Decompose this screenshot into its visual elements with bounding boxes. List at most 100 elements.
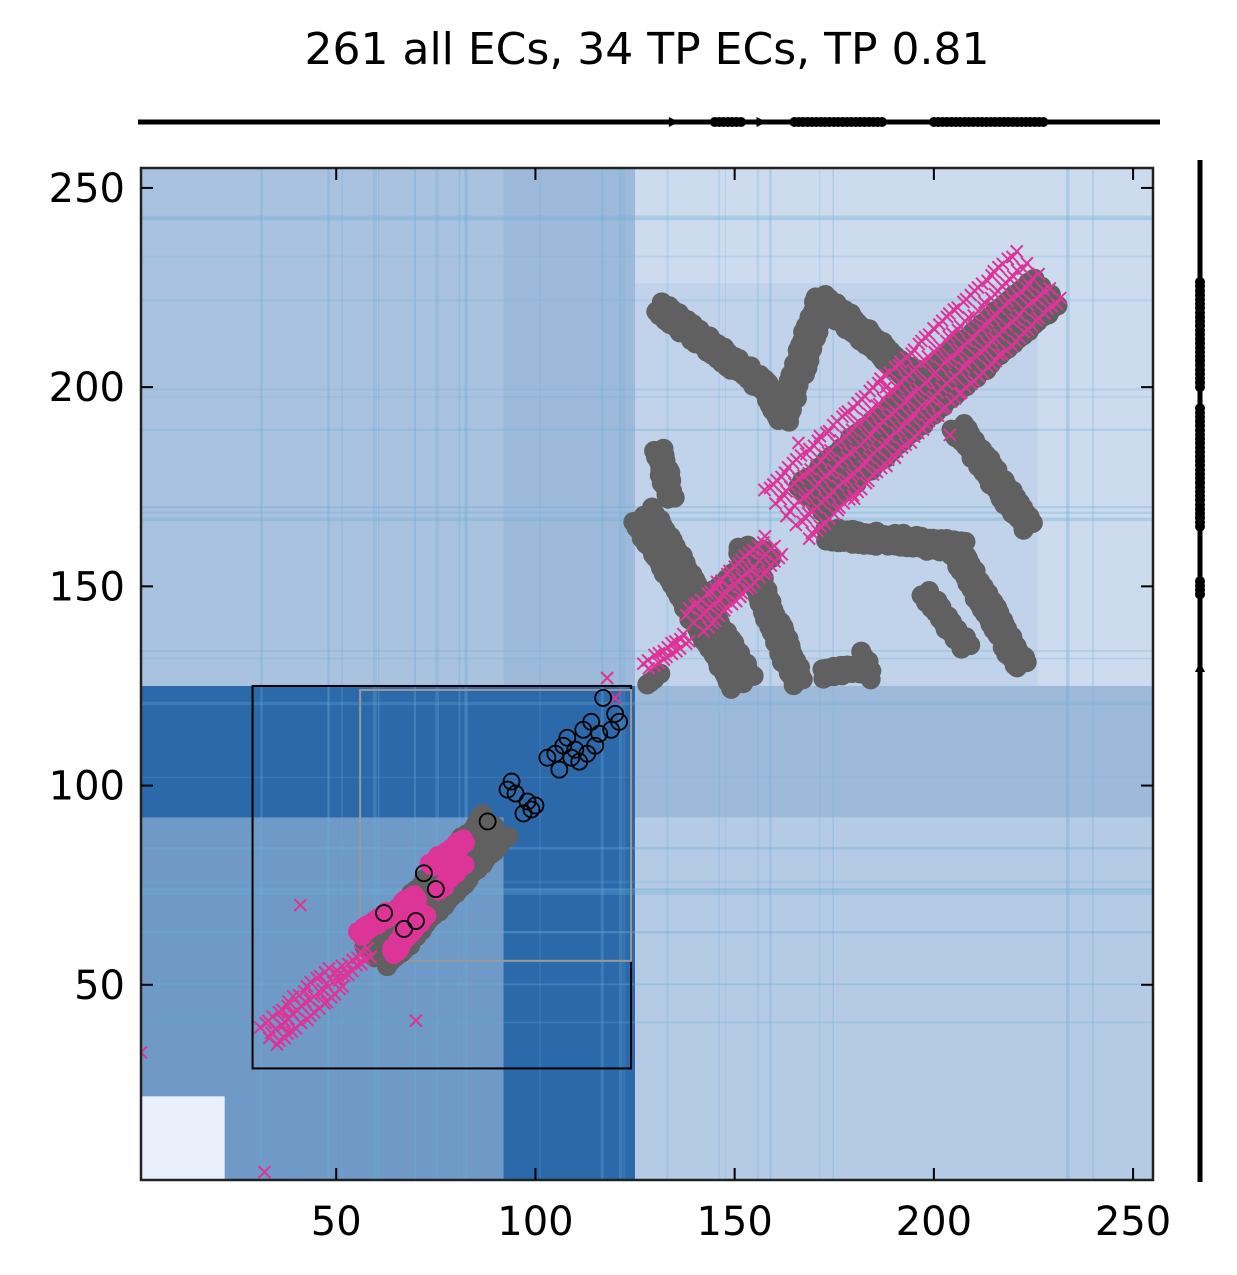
- background-stripe: [141, 215, 1153, 217]
- ec-marker-stroke: [951, 346, 965, 361]
- x-tick-label: 250: [1095, 1199, 1171, 1245]
- ec-marker-stroke: [847, 491, 861, 506]
- ec-marker: [945, 351, 959, 365]
- ec-marker: [141, 1045, 148, 1060]
- background-stripe: [378, 168, 380, 1180]
- ec-marker: [1006, 269, 1020, 283]
- ec-marker-stroke: [1020, 256, 1034, 270]
- ec-marker: [922, 327, 936, 342]
- ec-marker-stroke: [1053, 291, 1067, 305]
- ec-marker: [803, 462, 818, 477]
- ec-marker-stroke: [879, 380, 893, 394]
- ec-marker: [999, 318, 1014, 333]
- ec-marker-stroke: [710, 575, 724, 589]
- x-tick-label: 150: [696, 1199, 772, 1245]
- ec-marker: [664, 636, 679, 650]
- ec-marker-stroke: [280, 1026, 295, 1041]
- ec-marker-stroke: [871, 376, 886, 390]
- ec-tp-open-point: [426, 880, 445, 899]
- background-stripe: [141, 846, 1153, 850]
- ec-marker: [1019, 281, 1034, 295]
- ec-marker: [734, 586, 749, 600]
- ec-marker: [1031, 267, 1046, 281]
- ec-marker: [293, 898, 308, 912]
- ec-marker-stroke: [1010, 244, 1024, 259]
- background-block: [141, 1096, 225, 1180]
- ec-marker-stroke: [363, 950, 378, 964]
- ec-marker: [322, 961, 336, 976]
- background-stripe: [141, 388, 1153, 391]
- ec-marker: [897, 395, 912, 409]
- ec-marker-stroke: [1043, 281, 1057, 296]
- ec-marker-stroke: [608, 691, 622, 705]
- ec-marker: [951, 346, 965, 361]
- ec-marker: [303, 975, 318, 989]
- ec-marker-stroke: [664, 636, 679, 650]
- ec-marker-stroke: [1019, 281, 1034, 295]
- background-stripe: [622, 168, 626, 1180]
- ec-tp-point: [454, 854, 475, 875]
- ec-marker-stroke: [945, 351, 959, 365]
- ec-tp-open-point: [375, 904, 393, 922]
- ec-marker-stroke: [272, 1005, 286, 1019]
- right-secondary-structure-track: [1195, 160, 1205, 1182]
- background-stripe: [260, 168, 263, 1180]
- ec-marker: [1020, 256, 1034, 270]
- ec-marker: [706, 598, 721, 612]
- ec-marker-stroke: [803, 462, 818, 477]
- ec-marker: [710, 575, 724, 589]
- background-stripe: [141, 888, 1153, 891]
- ec-marker: [608, 691, 622, 705]
- ec-marker-stroke: [758, 529, 772, 544]
- ec-marker: [353, 945, 368, 959]
- ec-marker: [647, 648, 662, 662]
- ec-tp-open-point: [594, 689, 613, 707]
- ec-marker-stroke: [1025, 271, 1040, 286]
- ec-marker: [856, 458, 871, 473]
- ec-marker: [947, 302, 961, 317]
- ec-marker-stroke: [353, 945, 368, 959]
- background-stripe: [1092, 168, 1094, 1180]
- domain-boxes: [251, 684, 633, 1070]
- ec-marker-stroke: [992, 348, 1006, 362]
- top-track-dot: [736, 117, 747, 127]
- x-tick-label: 100: [497, 1199, 573, 1245]
- background-stripe: [141, 298, 1153, 302]
- ec-marker-stroke: [268, 1022, 283, 1036]
- ec-marker-stroke: [280, 999, 295, 1013]
- contact-point: [650, 663, 671, 684]
- background-stripe: [141, 930, 1153, 934]
- ec-marker-stroke: [856, 458, 871, 473]
- ec-marker: [345, 964, 360, 978]
- contact-point: [860, 669, 881, 690]
- ec-marker-stroke: [270, 1037, 284, 1052]
- background-stripe: [141, 649, 1153, 652]
- ec-marker-stroke: [676, 627, 690, 641]
- background-stripe: [141, 891, 1153, 896]
- ec-tp-open-point: [498, 780, 517, 799]
- ec-marker-stroke: [706, 598, 721, 612]
- ec-marker: [280, 999, 295, 1013]
- y-tick-label: 100: [49, 764, 125, 810]
- ec-marker-stroke: [335, 979, 350, 994]
- contact-point: [792, 669, 813, 690]
- ec-marker: [265, 1009, 280, 1024]
- ec-marker: [852, 416, 867, 430]
- ec-marker: [257, 1165, 272, 1179]
- ec-marker: [882, 430, 897, 444]
- ec-marker-stroke: [947, 302, 961, 317]
- x-tick-label: 50: [311, 1199, 362, 1245]
- plot-frame: [139, 166, 1155, 1182]
- ec-marker: [409, 1013, 423, 1028]
- ec-marker: [992, 348, 1006, 362]
- ec-marker-stroke: [322, 961, 336, 976]
- ec-marker: [871, 376, 886, 390]
- background-stripe: [141, 1021, 1153, 1024]
- ec-tp-open-point: [590, 724, 609, 743]
- ec-marker-stroke: [717, 603, 731, 618]
- ec-marker-stroke: [852, 416, 867, 430]
- y-tick-label: 250: [49, 166, 125, 212]
- background-stripe: [458, 168, 461, 1180]
- background-block: [503, 168, 636, 686]
- ec-marker-stroke: [314, 986, 328, 1001]
